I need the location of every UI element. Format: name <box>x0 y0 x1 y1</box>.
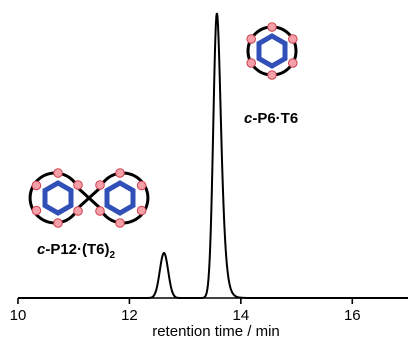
x-axis-title: retention time / min <box>152 323 280 340</box>
chromatogram-trace <box>18 12 408 299</box>
x-tick-label-12: 12 <box>121 307 138 324</box>
x-tick-label-14: 14 <box>233 307 250 324</box>
c-p6-t6-molecule-icon <box>246 22 298 80</box>
c-p12-t6-2-label: c-P12·(T6)2 <box>37 241 116 261</box>
c-p6-t6-label: c-P6·T6 <box>244 110 298 127</box>
x-tick-label-16: 16 <box>344 307 361 324</box>
x-tick-label-10: 10 <box>10 307 27 324</box>
x-axis-tick-labels: 10 12 14 16 <box>10 307 361 324</box>
c-p12-t6-2-molecule-icon <box>28 168 150 228</box>
